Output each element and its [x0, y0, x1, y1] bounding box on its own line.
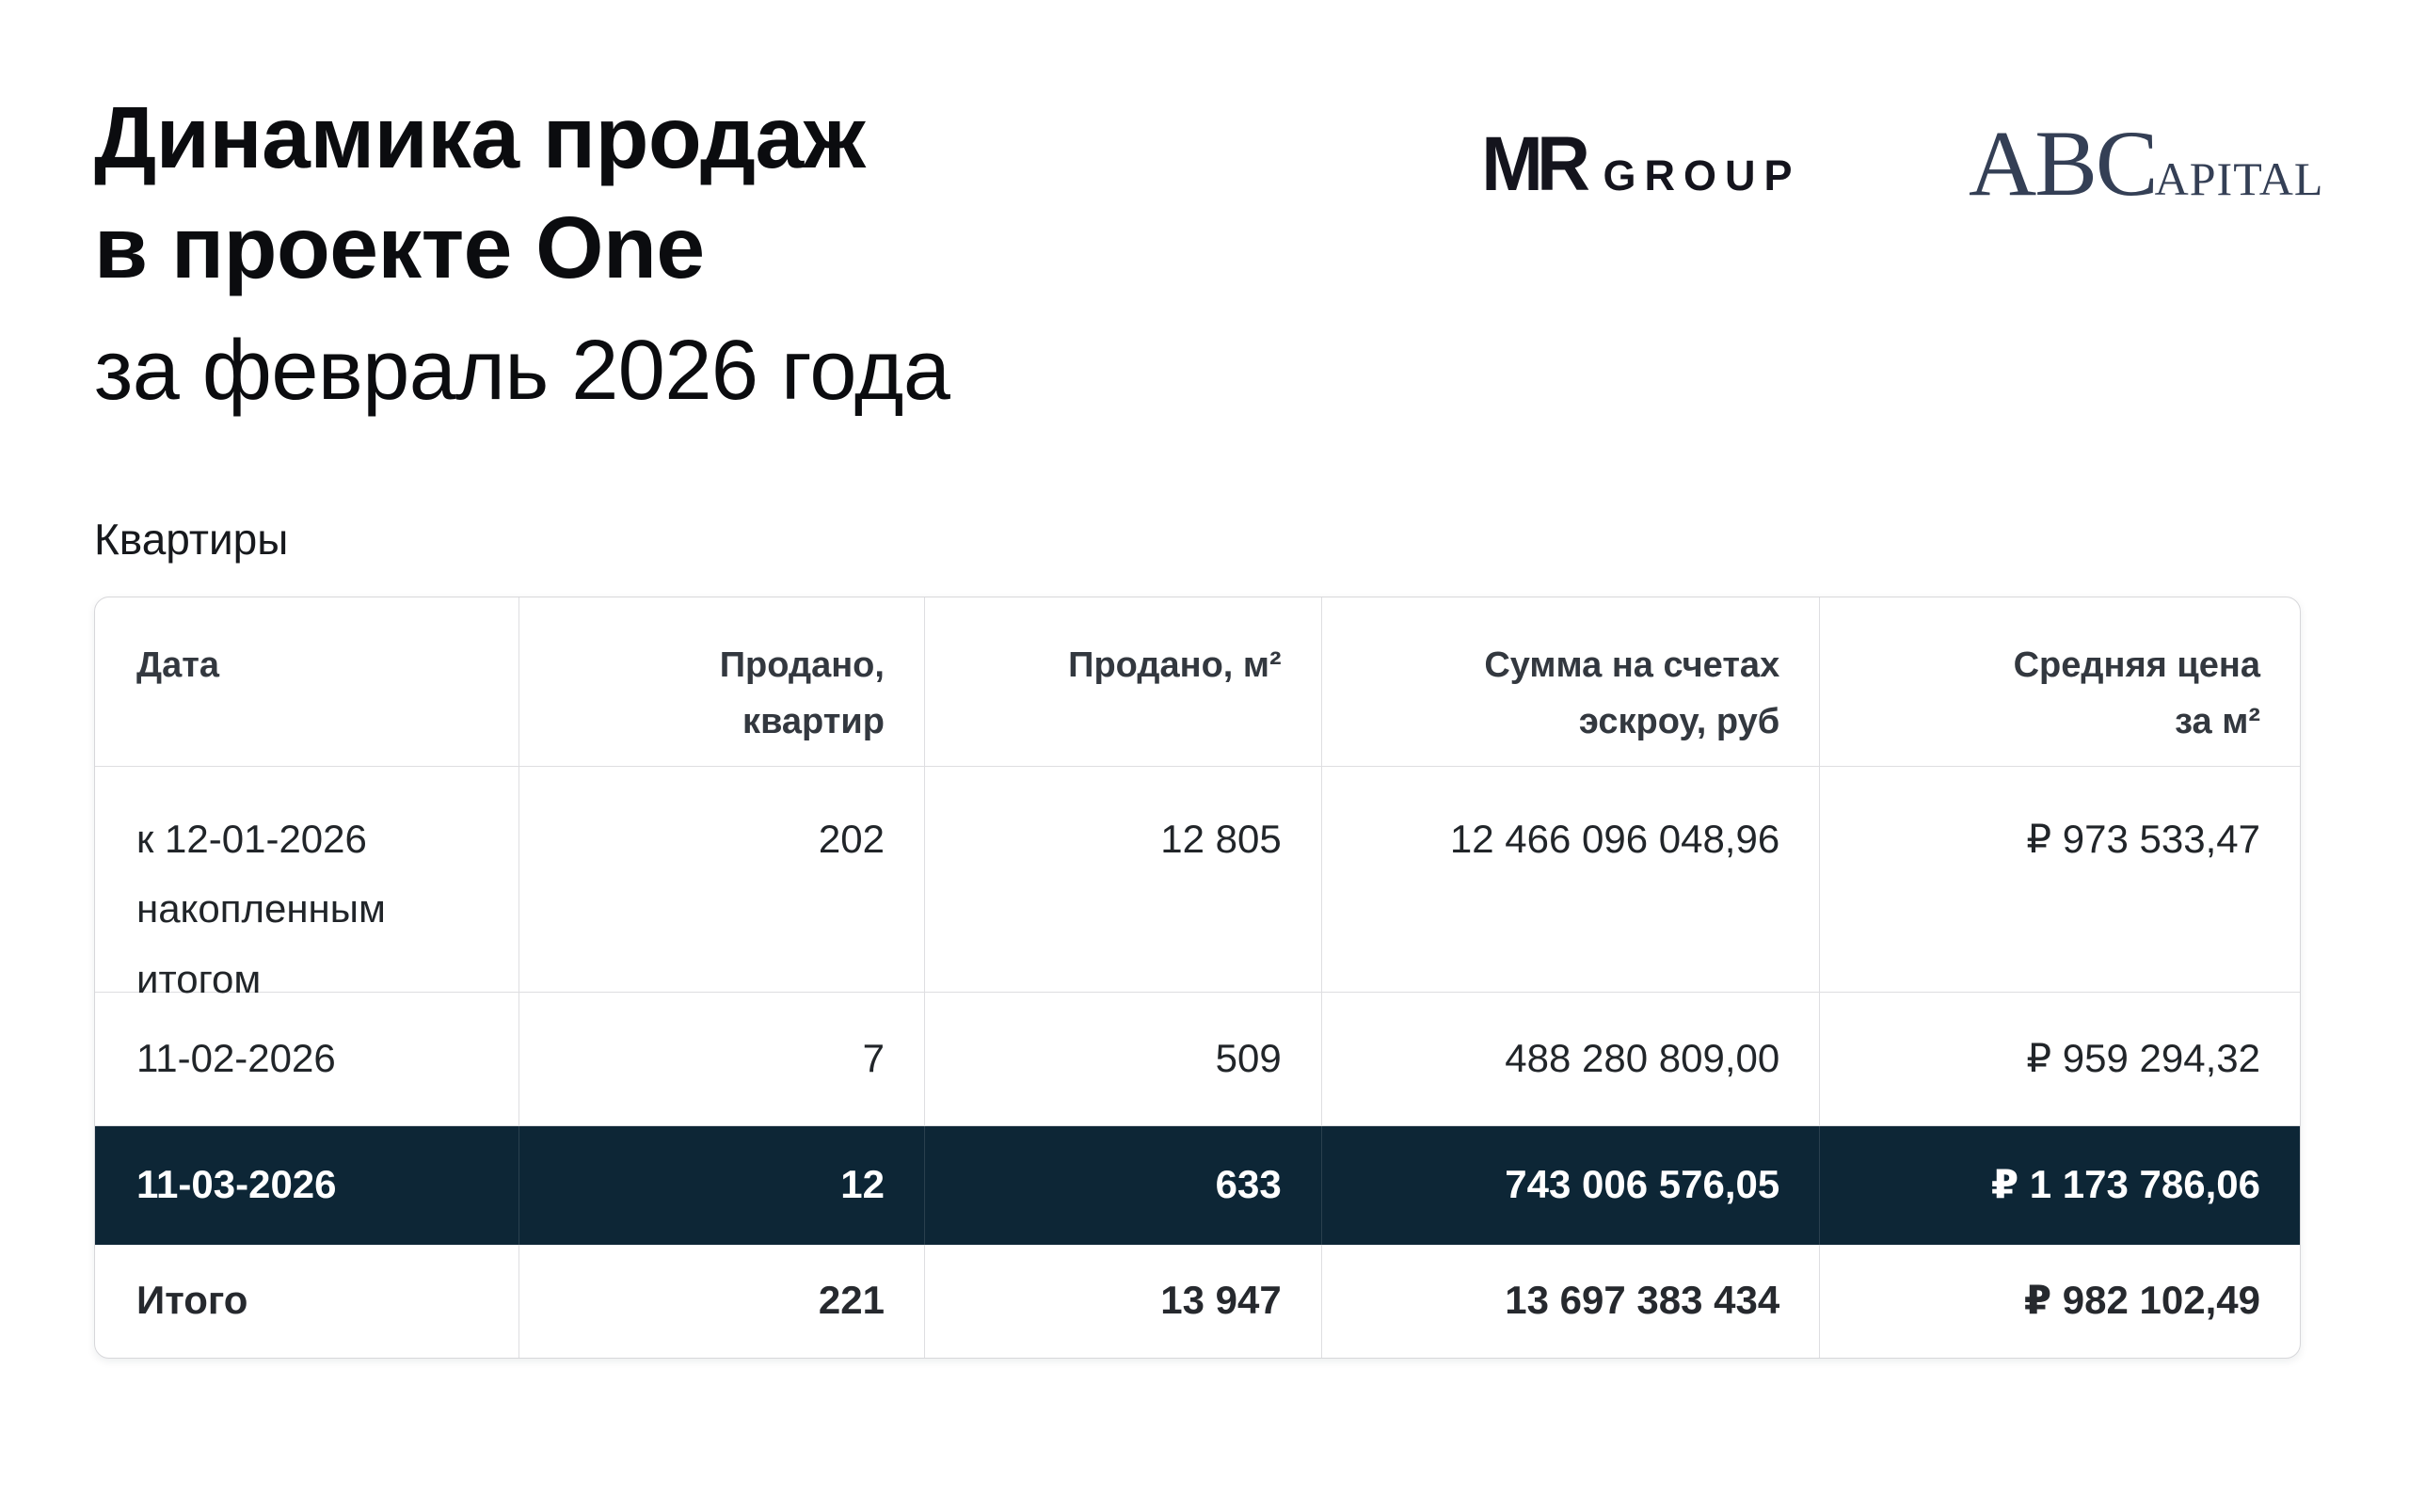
- date-cell: Итого: [136, 1278, 248, 1323]
- table-row-march-highlighted: 11-03-2026 12 633 743 006 576,05 ₽ 1 173…: [95, 1125, 2300, 1245]
- escrow-sum-cell: 13 697 383 434: [1320, 1244, 1820, 1358]
- date-cell: к 12-01-2026 накопленным итогом: [95, 767, 518, 1015]
- sold-units-cell: 221: [518, 1244, 924, 1358]
- avg-price-cell: ₽ 982 102,49: [1819, 1244, 2300, 1358]
- sold-area-cell: 12 805: [923, 766, 1321, 1015]
- date-line: накопленным: [136, 886, 386, 931]
- title-line-3: за февраль 2026 года: [94, 324, 950, 419]
- header-cell-sold-units: Продано, квартир: [518, 597, 924, 766]
- table-row-total: Итого 221 13 947 13 697 383 434 ₽ 982 10…: [95, 1244, 2300, 1358]
- header-text: Сумма на счетах: [1484, 645, 1780, 685]
- date-cell: 11-02-2026: [136, 1035, 336, 1080]
- avg-price-cell: ₽ 959 294,32: [1819, 992, 2300, 1125]
- escrow-sum-cell: 743 006 576,05: [1320, 1125, 1820, 1245]
- abcapital-logo-lead: ABC: [1969, 111, 2159, 215]
- title-line-1: Динамика продаж: [94, 88, 866, 186]
- escrow-sum-cell: 12 466 096 048,96: [1320, 766, 1820, 1015]
- avg-price-cell: ₽ 973 533,47: [1819, 766, 2300, 1015]
- header-cell-escrow-sum: Сумма на счетах эскроу, руб: [1320, 597, 1820, 766]
- mr-group-logo-mark: MR: [1481, 121, 1590, 207]
- sold-area-cell: 509: [923, 992, 1321, 1125]
- header-text: Дата: [136, 645, 219, 685]
- table-row-cumulative: к 12-01-2026 накопленным итогом 202 12 8…: [95, 766, 2300, 1015]
- avg-price-cell: ₽ 1 173 786,06: [1819, 1125, 2300, 1245]
- abcapital-logo-tail: APITAL: [2154, 152, 2324, 205]
- section-label: Квартиры: [94, 514, 289, 564]
- table-row-february: 11-02-2026 7 509 488 280 809,00 ₽ 959 29…: [95, 992, 2300, 1126]
- sold-units-cell: 12: [518, 1125, 924, 1245]
- sold-units-cell: 7: [518, 992, 924, 1125]
- sold-area-cell: 13 947: [923, 1244, 1321, 1358]
- sales-table: Дата Продано, квартир Продано, м² Сумма …: [94, 596, 2301, 1359]
- date-line: итогом: [136, 957, 262, 1002]
- header-cell-sold-area: Продано, м²: [923, 597, 1321, 766]
- header-text: эскроу, руб: [1578, 701, 1780, 741]
- header-text: Средняя цена: [2013, 645, 2260, 685]
- mr-group-logo: MR GROUP: [1479, 126, 1801, 203]
- title-line-2: в проекте One: [94, 199, 705, 297]
- date-line: к 12-01-2026: [136, 816, 367, 861]
- header-cell-avg-price: Средняя цена за м²: [1819, 597, 2300, 766]
- header-text: за м²: [2175, 701, 2260, 741]
- mr-group-logo-word: GROUP: [1603, 151, 1801, 199]
- header-text: квартир: [742, 701, 885, 741]
- sold-area-cell: 633: [923, 1125, 1321, 1245]
- page-title: Динамика продаж в проекте One: [94, 83, 2301, 303]
- sold-units-cell: 202: [518, 766, 924, 1015]
- table-header-row: Дата Продано, квартир Продано, м² Сумма …: [95, 597, 2300, 767]
- header-cell-date: Дата: [95, 597, 518, 766]
- date-cell: 11-03-2026: [136, 1162, 337, 1207]
- escrow-sum-cell: 488 280 809,00: [1320, 992, 1820, 1125]
- header-text: Продано,: [719, 645, 885, 685]
- header-text: Продано, м²: [1068, 645, 1282, 685]
- report-header: Динамика продаж в проекте One за февраль…: [94, 83, 2322, 425]
- abcapital-logo: ABCAPITAL: [1969, 117, 2323, 211]
